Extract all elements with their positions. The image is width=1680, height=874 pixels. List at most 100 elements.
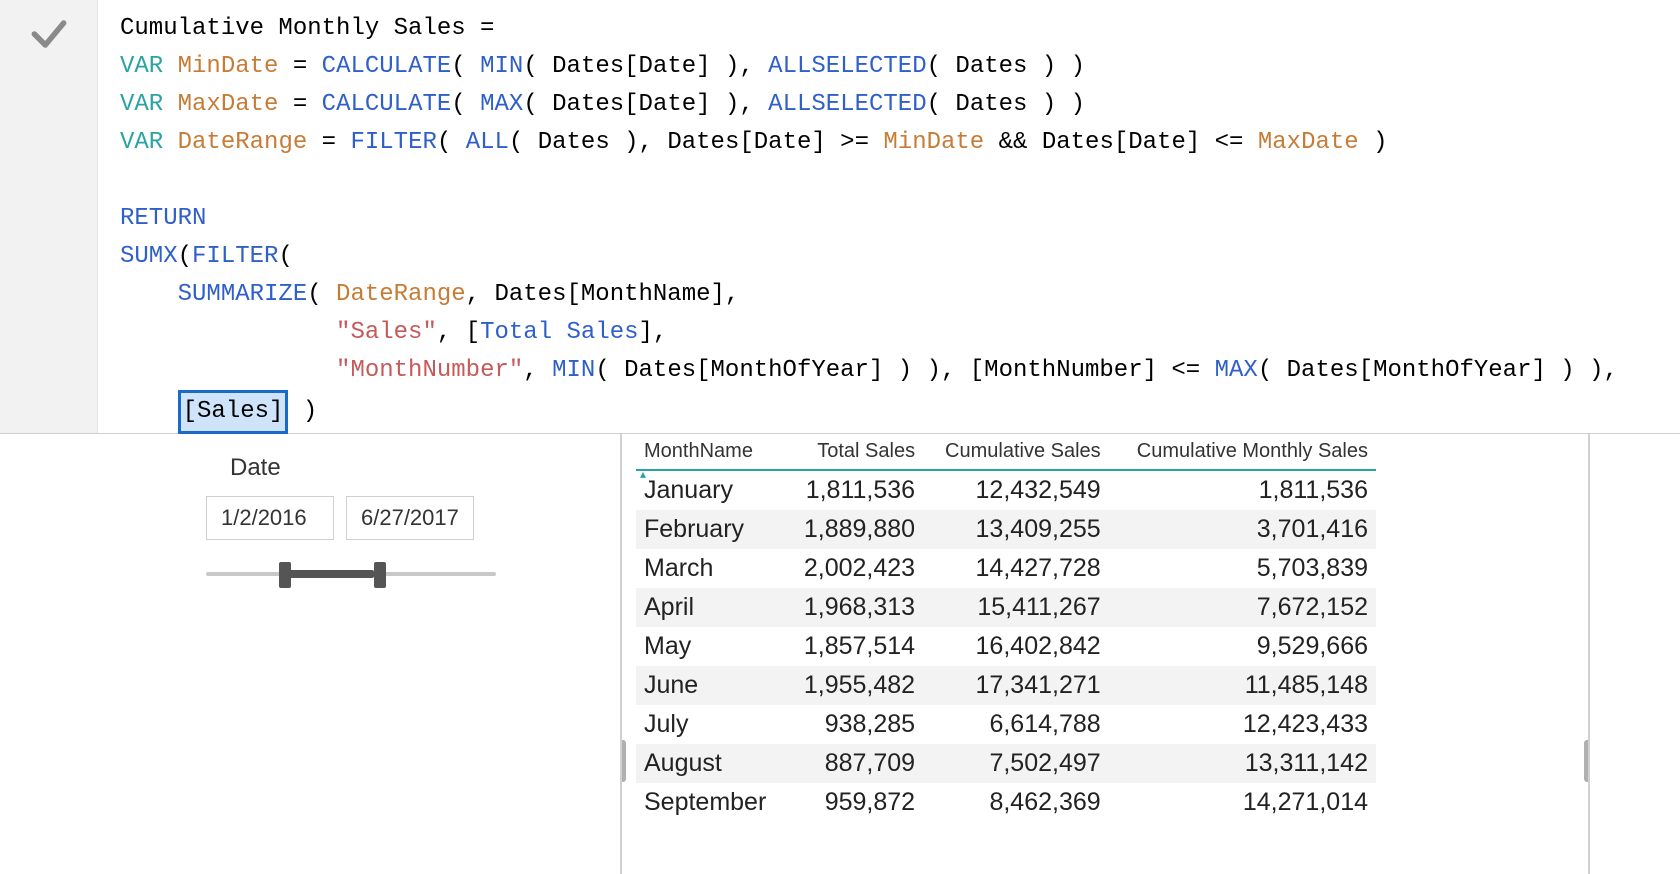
table-row[interactable]: April1,968,31315,411,2677,672,152 (636, 588, 1376, 627)
table-cell: 7,502,497 (923, 744, 1109, 783)
date-end-input[interactable]: 6/27/2017 (346, 496, 474, 540)
code-token: ( (451, 53, 480, 80)
table-row[interactable]: June1,955,48217,341,27111,485,148 (636, 666, 1376, 705)
slider-handle-start[interactable] (279, 562, 291, 588)
dax-formula-editor[interactable]: Cumulative Monthly Sales = VAR MinDate =… (98, 0, 1680, 433)
code-token (120, 319, 336, 346)
slider-selected-range (279, 570, 375, 578)
column-header[interactable]: Cumulative Monthly Sales (1109, 434, 1376, 470)
code-token (120, 281, 178, 308)
code-token: ) (1359, 129, 1388, 156)
code-token: CALCULATE (322, 91, 452, 118)
code-token: && Dates[Date] <= (984, 129, 1258, 156)
code-token: "Sales" (336, 319, 437, 346)
code-token: ( Dates ) ) (927, 53, 1085, 80)
code-token: ( Dates[MonthOfYear] ) ), [MonthNumber] … (595, 357, 1214, 384)
date-slicer[interactable]: Date 1/2/2016 6/27/2017 (206, 454, 526, 584)
table-row[interactable]: February1,889,88013,409,2553,701,416 (636, 510, 1376, 549)
code-token: , Dates[MonthName], (466, 281, 740, 308)
code-token: MAX (480, 91, 523, 118)
code-token: SUMMARIZE (178, 281, 308, 308)
column-header[interactable]: MonthName (636, 434, 786, 470)
code-token: VAR (120, 91, 163, 118)
table-cell: April (636, 588, 786, 627)
code-token: "MonthNumber" (336, 357, 523, 384)
table-cell: 1,889,880 (786, 510, 924, 549)
code-token (120, 357, 336, 384)
table-cell: 1,968,313 (786, 588, 924, 627)
scroll-nub-right[interactable] (1584, 740, 1590, 782)
table-cell: 14,427,728 (923, 549, 1109, 588)
highlighted-token[interactable]: [Sales] (178, 390, 289, 434)
table-row[interactable]: September959,8728,462,36914,271,014 (636, 783, 1376, 822)
table-cell: 2,002,423 (786, 549, 924, 588)
commit-formula-button[interactable] (0, 0, 98, 433)
code-token: = (307, 129, 350, 156)
code-token: VAR (120, 53, 163, 80)
table-cell: 8,462,369 (923, 783, 1109, 822)
table-row[interactable]: May1,857,51416,402,8429,529,666 (636, 627, 1376, 666)
code-token: MaxDate (178, 91, 279, 118)
table-cell: August (636, 744, 786, 783)
date-slider[interactable] (206, 564, 496, 584)
table-cell: February (636, 510, 786, 549)
code-token: ( (437, 129, 466, 156)
slider-handle-end[interactable] (374, 562, 386, 588)
table-header-row: MonthNameTotal SalesCumulative SalesCumu… (636, 434, 1376, 470)
code-token: = (278, 53, 321, 80)
code-token: MinDate (178, 53, 279, 80)
table-cell: 15,411,267 (923, 588, 1109, 627)
code-token: MIN (480, 53, 523, 80)
code-token: ) (288, 398, 317, 425)
table-cell: 17,341,271 (923, 666, 1109, 705)
table-cell: January (636, 470, 786, 510)
code-token: ( (278, 243, 292, 270)
code-token: FILTER (192, 243, 278, 270)
table-cell: 13,311,142 (1109, 744, 1376, 783)
check-icon (27, 12, 71, 56)
table-row[interactable]: August887,7097,502,49713,311,142 (636, 744, 1376, 783)
code-token: ( Dates ), Dates[Date] >= (509, 129, 883, 156)
code-token (163, 53, 177, 80)
table-cell: 11,485,148 (1109, 666, 1376, 705)
code-token: Cumulative Monthly Sales = (120, 15, 509, 42)
table-row[interactable]: January1,811,53612,432,5491,811,536 (636, 470, 1376, 510)
column-header[interactable]: Cumulative Sales (923, 434, 1109, 470)
table-cell: 13,409,255 (923, 510, 1109, 549)
scroll-nub-left[interactable] (620, 740, 626, 782)
code-token: ALLSELECTED (768, 91, 926, 118)
table-cell: 5,703,839 (1109, 549, 1376, 588)
code-token: MIN (552, 357, 595, 384)
code-token: ( Dates[Date] ), (523, 53, 768, 80)
formula-bar-region: Cumulative Monthly Sales = VAR MinDate =… (0, 0, 1680, 434)
code-token: CALCULATE (322, 53, 452, 80)
code-token: ( Dates ) ) (927, 91, 1085, 118)
table-cell: 887,709 (786, 744, 924, 783)
code-token: , (523, 357, 552, 384)
code-token: FILTER (350, 129, 436, 156)
table-cell: 12,423,433 (1109, 705, 1376, 744)
code-token: ( Dates[Date] ), (523, 91, 768, 118)
code-token: Total Sales (480, 319, 638, 346)
code-token: ( (178, 243, 192, 270)
report-canvas: Date 1/2/2016 6/27/2017 MonthNameTotal S… (0, 434, 1680, 874)
table-cell: 6,614,788 (923, 705, 1109, 744)
code-token: DateRange (178, 129, 308, 156)
table-cell: 1,955,482 (786, 666, 924, 705)
column-header[interactable]: Total Sales (786, 434, 924, 470)
table-cell: May (636, 627, 786, 666)
code-token (163, 129, 177, 156)
table-row[interactable]: March2,002,42314,427,7285,703,839 (636, 549, 1376, 588)
code-token: ( (307, 281, 336, 308)
code-token: ( (451, 91, 480, 118)
table-cell: July (636, 705, 786, 744)
table-visual[interactable]: MonthNameTotal SalesCumulative SalesCumu… (620, 434, 1590, 874)
table-cell: 3,701,416 (1109, 510, 1376, 549)
code-token: , [ (437, 319, 480, 346)
table-cell: 14,271,014 (1109, 783, 1376, 822)
table-cell: September (636, 783, 786, 822)
date-start-input[interactable]: 1/2/2016 (206, 496, 334, 540)
table-row[interactable]: July938,2856,614,78812,423,433 (636, 705, 1376, 744)
table-cell: 9,529,666 (1109, 627, 1376, 666)
table-cell: 16,402,842 (923, 627, 1109, 666)
